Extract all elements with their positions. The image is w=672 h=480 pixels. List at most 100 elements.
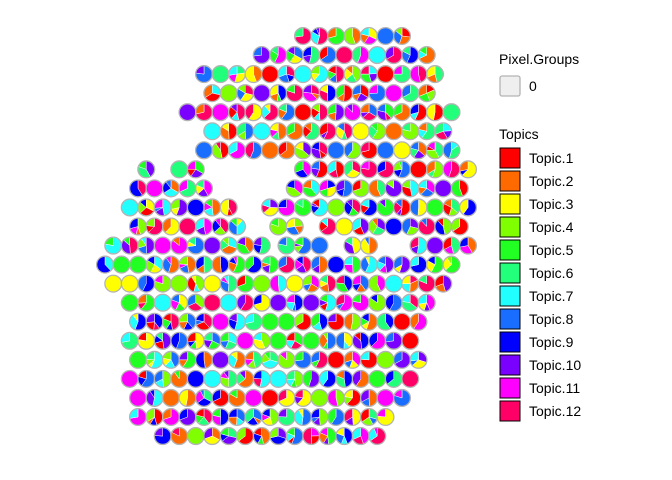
pie-point [260,407,280,427]
pie-outline [186,160,205,179]
pie-point [145,255,164,274]
topic-label: Topic.9 [529,334,574,350]
pie-point [442,236,461,255]
pie-point [170,274,189,293]
pie-slice [385,218,403,235]
pie-slice [129,351,147,369]
pie-point [194,350,214,369]
pie-slice [352,122,370,140]
pie-point [351,369,370,388]
pixel-groups-legend-title: Pixel.Groups [499,51,579,67]
pie-point [409,350,428,369]
pie-slice [327,256,345,273]
pie-point [260,103,280,122]
pie-point [269,331,288,350]
pie-point [326,160,346,179]
topic-label: Topic.8 [529,311,574,327]
pie-point [219,369,238,388]
pie-point [442,198,461,217]
pie-point [128,350,148,369]
pie-slice [178,389,188,407]
pie-slice [319,103,329,121]
pie-point [376,407,395,427]
pie-point [442,160,461,179]
pie-slice [203,294,221,312]
pie-point [161,255,181,274]
pie-slice [121,294,139,312]
pie-point [343,407,362,427]
pie-slice [261,389,279,407]
pie-point [211,255,230,274]
pie-point [269,426,288,446]
pie-point [425,160,445,179]
pie-point [368,293,387,312]
pie-point [145,407,164,427]
pie-point [153,198,172,217]
pie-outline [442,255,461,274]
pie-slice [220,294,238,312]
pie-slice [121,199,139,216]
topic-label: Topic.2 [529,173,574,189]
pie-point [417,293,436,312]
pie-point [343,255,362,274]
pie-point [351,331,370,350]
pie-slice [203,122,221,140]
pie-point [194,388,214,408]
pie-outline [409,312,428,331]
pie-point [252,122,271,141]
pie-point [178,407,197,427]
pie-point [285,122,304,141]
pie-outline [417,84,436,103]
pie-slice [212,103,229,121]
pie-point [211,217,230,236]
pie-point [425,65,445,84]
pie-point [145,350,164,369]
pie-point [376,198,395,217]
pie-slice [385,255,395,274]
pie-slice [187,199,205,216]
pie-point [368,274,387,293]
pie-slice [327,84,337,102]
pie-point [401,369,420,388]
pie-point [376,312,395,331]
pie-outline [194,179,214,198]
pie-point [285,331,304,350]
pie-slice [385,122,403,140]
pie-point [285,84,304,103]
pie-point [128,255,148,274]
pie-point [219,236,238,255]
pie-point [260,350,280,369]
pie-point [211,407,230,427]
pie-point [178,217,197,236]
pie-point [343,350,362,369]
pie-slice [104,275,122,293]
pie-point [285,179,304,198]
pie-point [392,103,412,122]
pie-slice [327,351,345,369]
pie-point [194,103,214,122]
pie-slice [377,389,394,407]
pie-slice [170,275,188,293]
pie-outline [252,236,271,255]
pie-slice [377,27,394,45]
topics-legend-title: Topics [499,126,539,142]
pie-slice [335,65,345,83]
pie-point [392,26,412,46]
pie-point [384,293,403,312]
pie-point [194,312,214,331]
pie-slice [393,141,411,159]
pie-point [425,198,445,217]
pie-point [302,426,321,446]
pie-slice [368,46,386,64]
pie-point [368,426,387,446]
pie-point [293,103,313,122]
pie-point [161,407,181,427]
pie-point [120,331,139,350]
pie-slice [368,389,378,407]
pie-point [343,236,362,255]
pie-slice [327,274,337,293]
pie-point [326,141,346,160]
pie-point [128,407,148,427]
pie-slice [113,256,130,273]
